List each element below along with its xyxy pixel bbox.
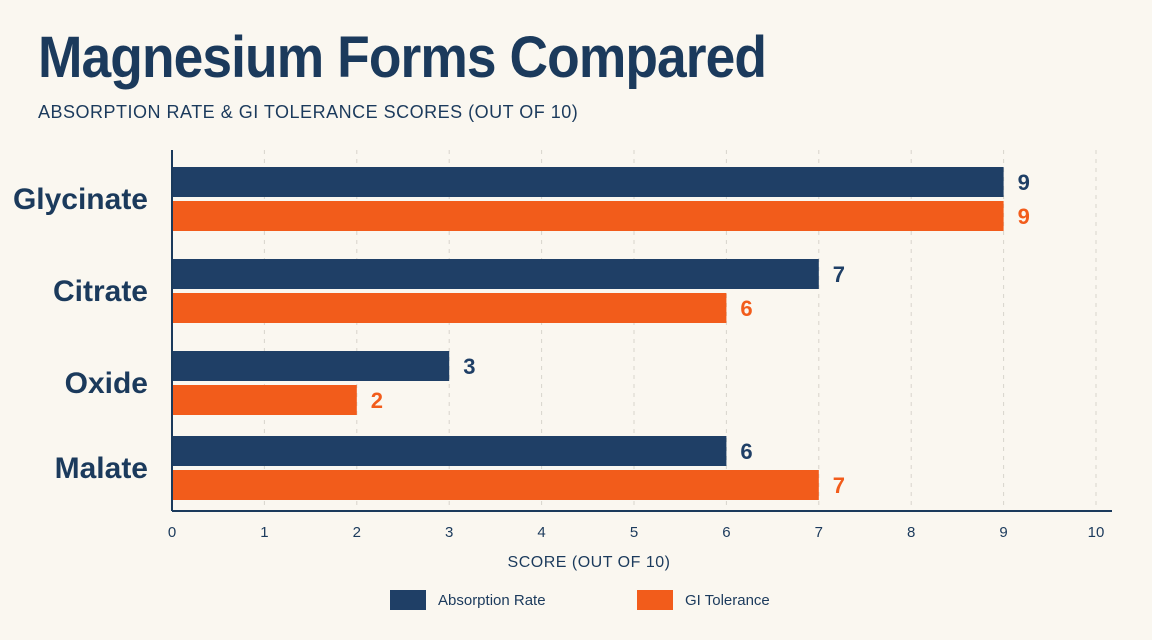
x-tick-label: 8	[907, 524, 915, 541]
x-tick-label: 3	[445, 524, 453, 541]
bar-absorption-glycinate	[172, 167, 1004, 197]
data-label-absorption: 7	[833, 262, 845, 287]
bar-absorption-oxide	[172, 351, 450, 381]
legend: Absorption Rate GI Tolerance	[0, 590, 1152, 614]
category-label: Citrate	[53, 275, 148, 308]
x-tick-label: 7	[815, 524, 823, 541]
data-label-gi-tolerance: 2	[371, 388, 383, 413]
bar-absorption-malate	[172, 436, 727, 466]
x-tick-label: 2	[353, 524, 361, 541]
data-label-absorption: 9	[1018, 170, 1030, 195]
axes: 0 1 2 3 4 5 6 7 8 9 10 Glycinate Citrate Oxide Malate	[13, 150, 1112, 541]
data-label-gi-tolerance: 7	[833, 473, 845, 498]
category-label: Malate	[55, 452, 148, 485]
x-tick-label: 6	[722, 524, 730, 541]
legend-item-gi-tolerance: GI Tolerance	[637, 590, 770, 610]
bar-gi-tolerance-citrate	[172, 293, 727, 323]
legend-label-gi-tolerance: GI Tolerance	[685, 591, 770, 609]
legend-label-absorption: Absorption Rate	[438, 591, 546, 609]
bars: 9 9 7 6 3 2 6 7	[172, 167, 1030, 500]
x-tick-label: 1	[260, 524, 268, 541]
x-axis-label: SCORE (OUT OF 10)	[508, 554, 671, 571]
chart-subtitle: ABSORPTION RATE & GI TOLERANCE SCORES (O…	[38, 102, 579, 122]
x-tick-label: 9	[999, 524, 1007, 541]
data-label-gi-tolerance: 9	[1018, 204, 1030, 229]
bar-gi-tolerance-glycinate	[172, 201, 1004, 231]
category-label: Glycinate	[13, 183, 148, 216]
bar-absorption-citrate	[172, 259, 819, 289]
x-tick-label: 0	[168, 524, 176, 541]
data-label-absorption: 3	[463, 354, 475, 379]
chart-title: Magnesium Forms Compared	[38, 25, 767, 90]
x-tick-label: 4	[537, 524, 545, 541]
legend-swatch-absorption	[390, 590, 426, 610]
legend-swatch-gi-tolerance	[637, 590, 673, 610]
bar-gi-tolerance-oxide	[172, 385, 357, 415]
category-label: Oxide	[65, 367, 148, 400]
data-label-absorption: 6	[740, 439, 752, 464]
x-tick-label: 5	[630, 524, 638, 541]
bar-gi-tolerance-malate	[172, 470, 819, 500]
x-tick-label: 10	[1088, 524, 1105, 541]
legend-item-absorption: Absorption Rate	[390, 590, 546, 610]
data-label-gi-tolerance: 6	[740, 296, 752, 321]
